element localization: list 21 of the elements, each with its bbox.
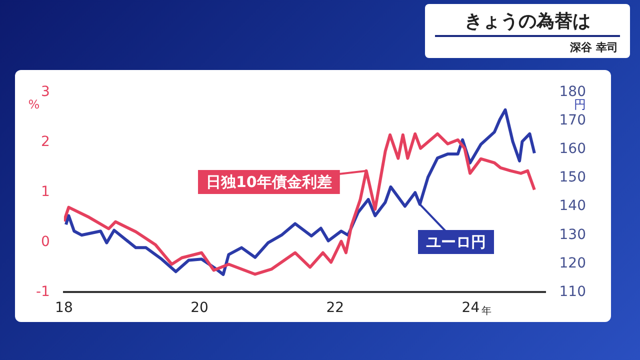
y2-tick-label: 170 — [559, 112, 586, 129]
x-tick-label: 24 — [462, 300, 480, 316]
y-tick-label: -1 — [36, 284, 50, 300]
y-axis-title: % — [28, 97, 40, 112]
chart-title: きょうの為替は — [435, 9, 620, 37]
y-tick-label: 3 — [41, 84, 50, 100]
series-label: ユーロ円 — [426, 232, 486, 251]
y2-tick-label: 130 — [559, 226, 586, 243]
y2-tick-label: 150 — [559, 170, 586, 186]
y2-tick-label: 160 — [559, 141, 586, 158]
y2-tick-label: 110 — [559, 284, 586, 300]
x-tick-label: 20 — [190, 300, 208, 316]
x-tick-label: 18 — [55, 300, 73, 316]
x-axis-title: 年 — [482, 305, 492, 318]
y-tick-label: 1 — [41, 184, 50, 200]
y2-tick-label: 140 — [559, 198, 586, 214]
y2-tick-label: 120 — [559, 255, 586, 272]
text: 深谷 幸司 — [569, 40, 618, 55]
x-tick-label: 22 — [326, 300, 344, 316]
y-tick-label: 0 — [41, 234, 50, 250]
y-tick-label: 2 — [41, 134, 50, 150]
